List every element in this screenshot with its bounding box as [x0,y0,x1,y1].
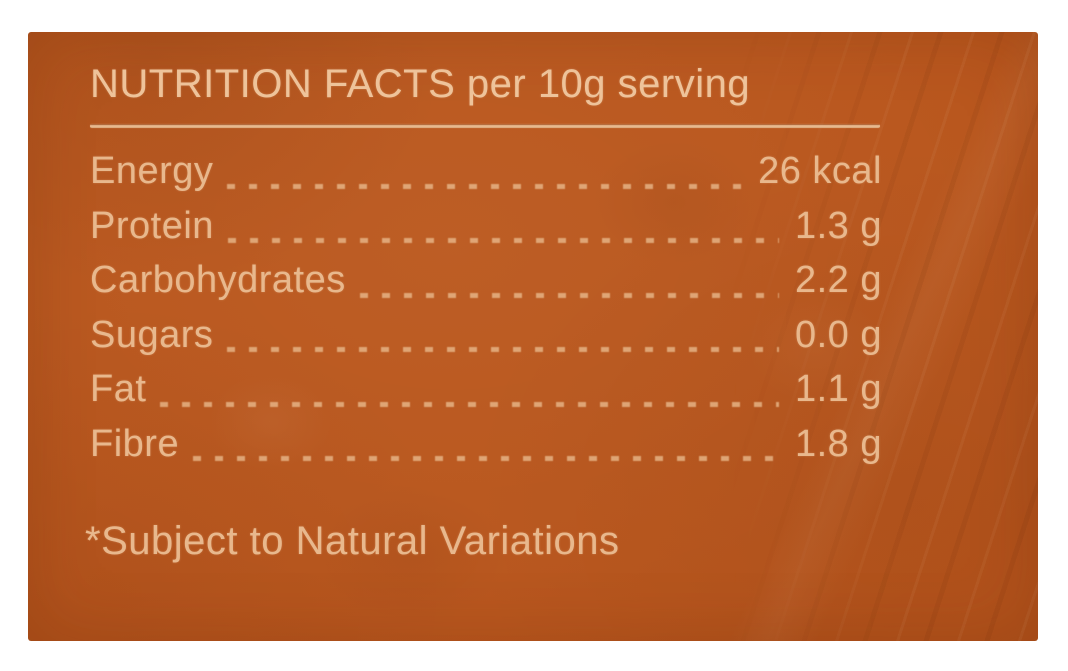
nutrient-name: Sugars [90,313,214,356]
nutrient-name: Fat [90,368,147,410]
nutrition-row: Protein 1.3 g [90,199,882,254]
nutrient-value: 1.1 g [794,368,882,410]
leader-dots [193,456,779,461]
footnote-text: *Subject to Natural Variations [85,519,620,563]
leader-dots [227,183,743,189]
nutrition-row: Fat 1.1 g [90,362,882,417]
nutrient-value: 0.0 g [794,313,882,356]
nutrition-row: Sugars 0.0 g [90,308,882,363]
nutrient-value: 26 kcal [758,150,882,192]
package-texture [28,32,1038,641]
title-divider-rule [90,124,880,128]
nutrition-row: Fibre 1.8 g [90,417,882,472]
leader-dots [227,347,779,352]
nutrient-name: Carbohydrates [90,259,346,301]
nutrition-label-panel: NUTRITION FACTS per 10g serving Energy 2… [28,32,1038,641]
nutrition-row: Carbohydrates 2.2 g [90,253,882,308]
leader-dots [160,401,779,407]
nutrient-name: Energy [90,150,214,192]
nutrient-value: 1.8 g [794,422,882,465]
leader-dots [227,238,779,243]
nutrition-row: Energy 26 kcal [90,144,882,199]
nutrition-title: NUTRITION FACTS per 10g serving [90,62,751,106]
nutrition-rows: Energy 26 kcal Protein 1.3 g Carbohydrat… [90,144,882,471]
leader-dots [359,292,779,298]
nutrient-name: Fibre [90,422,180,465]
package-crease-texture [728,32,1038,641]
nutrient-value: 1.3 g [794,204,882,247]
nutrient-name: Protein [90,204,214,247]
nutrient-value: 2.2 g [794,259,882,301]
